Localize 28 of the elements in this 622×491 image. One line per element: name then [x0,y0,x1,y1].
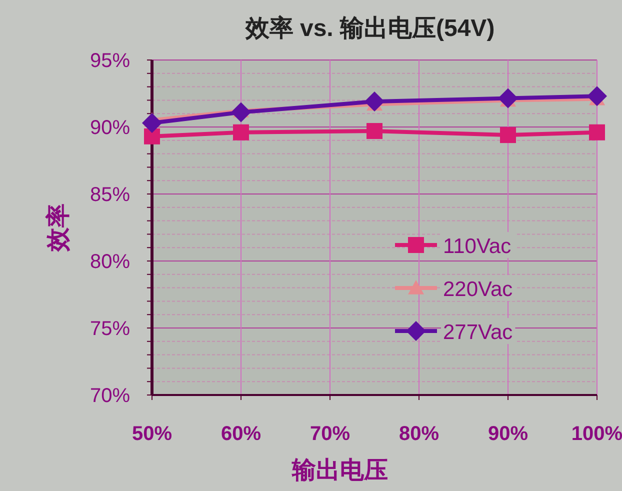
point [364,92,384,112]
point [587,86,607,106]
point [233,124,249,140]
y-tick-label: 85% [90,184,130,206]
x-axis-title: 输出电压 [291,457,388,484]
point [498,88,518,108]
point [589,124,605,140]
y-tick-label: 80% [90,251,130,273]
x-tick-label: 90% [488,423,528,445]
x-tick-label: 80% [398,423,440,445]
point [500,127,516,144]
legend-label: 220Vac [443,278,513,301]
y-tick-label: 70% [90,385,130,407]
x-tick-label: 70% [310,423,350,445]
x-tick-label: 50% [132,423,172,445]
point [366,123,382,140]
point [231,102,251,122]
x-tick-label: 100% [571,423,622,445]
legend-label: 110Vac [443,235,512,258]
y-tick-label: 90% [90,117,130,139]
point [142,112,162,133]
x-tick-label: 60% [220,423,262,445]
point [144,128,160,144]
y-tick-label: 75% [90,318,130,340]
chart-title: 效率 vs. 输出电压(54V) [244,15,495,42]
y-tick-label: 95% [90,50,130,72]
legend-label: 277Vac [443,321,513,344]
y-axis-title: 效率 [45,204,72,252]
